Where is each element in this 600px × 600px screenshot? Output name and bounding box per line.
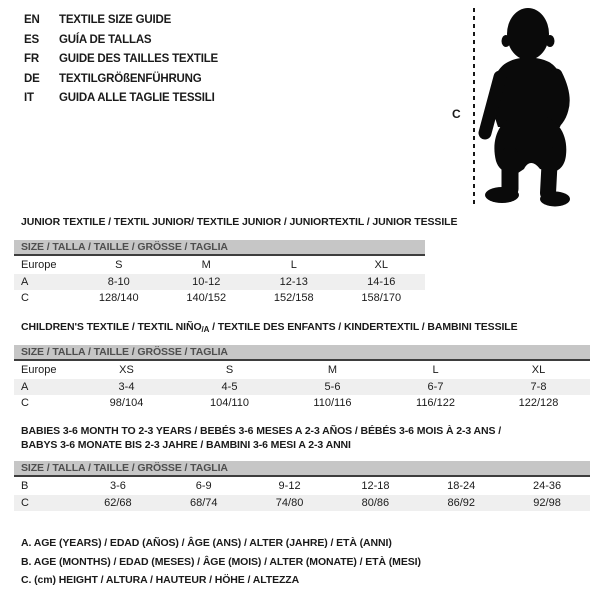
legend-line-c: C. (cm) HEIGHT / ALTURA / HAUTEUR / HÖHE… bbox=[21, 574, 300, 586]
cell: XL bbox=[531, 364, 546, 376]
cell: 92/98 bbox=[504, 495, 590, 511]
language-code: DE bbox=[24, 72, 40, 85]
junior-size-table: SIZE / TALLA / TAILLE / GRÖSSE / TAGLIA … bbox=[14, 240, 425, 306]
children-size-table: SIZE / TALLA / TAILLE / GRÖSSE / TAGLIA … bbox=[14, 345, 590, 411]
baby-silhouette-icon bbox=[478, 8, 570, 207]
size-header-bar: SIZE / TALLA / TAILLE / GRÖSSE / TAGLIA bbox=[14, 345, 590, 361]
junior-table-title: JUNIOR TEXTILE / TEXTIL JUNIOR/ TEXTILE … bbox=[21, 216, 458, 228]
legend-line-a: A. AGE (YEARS) / EDAD (AÑOS) / ÂGE (ANS)… bbox=[21, 537, 392, 549]
language-row-it: IT GUIDA ALLE TAGLIE TESSILI bbox=[24, 89, 218, 109]
cell: 6-9 bbox=[195, 480, 212, 492]
cell: 18-24 bbox=[447, 480, 476, 492]
table-row-height: C 98/104 104/110 110/116 116/122 122/128 bbox=[14, 395, 590, 411]
language-label: GUIDA ALLE TAGLIE TESSILI bbox=[59, 92, 215, 104]
children-title-post: / TEXTILE DES ENFANTS / KINDERTEXTIL / B… bbox=[209, 321, 518, 333]
cell: 4-5 bbox=[178, 379, 281, 395]
language-row-de: DE TEXTILGRÖßENFÜHRUNG bbox=[24, 70, 218, 90]
language-code: FR bbox=[24, 53, 39, 65]
cell: 110/116 bbox=[313, 397, 352, 409]
babies-size-table: SIZE / TALLA / TAILLE / GRÖSSE / TAGLIA … bbox=[14, 461, 590, 511]
cell: 3-6 bbox=[109, 480, 126, 492]
language-row-en: EN TEXTILE SIZE GUIDE bbox=[24, 11, 218, 31]
cell: 12-18 bbox=[361, 480, 390, 492]
cell: 86/92 bbox=[418, 495, 505, 511]
cell: 80/86 bbox=[332, 495, 419, 511]
height-measure-dashed-line bbox=[473, 8, 475, 207]
table-row-age: A 3-4 4-5 5-6 6-7 7-8 bbox=[14, 379, 590, 395]
table-row-age: A 8-10 10-12 12-13 14-16 bbox=[14, 274, 425, 290]
cell: M bbox=[327, 364, 338, 376]
cell: 68/74 bbox=[160, 495, 247, 511]
cell: M bbox=[201, 259, 211, 271]
babies-title-line1: BABIES 3-6 MONTH TO 2-3 YEARS / BEBÉS 3-… bbox=[21, 425, 502, 437]
cell: 3-4 bbox=[75, 379, 178, 395]
cell: 140/152 bbox=[186, 292, 227, 304]
language-list: EN TEXTILE SIZE GUIDE ES GUÍA DE TALLAS … bbox=[24, 11, 218, 109]
language-label: TEXTILGRÖßENFÜHRUNG bbox=[59, 72, 202, 85]
children-title-pre: CHILDREN'S TEXTILE / TEXTIL NIÑO bbox=[21, 321, 202, 333]
cell: S bbox=[225, 364, 234, 376]
cell: 24-36 bbox=[533, 480, 562, 492]
legend-line-b: B. AGE (MONTHS) / EDAD (MESES) / ÂGE (MO… bbox=[21, 555, 421, 568]
cell: 6-7 bbox=[384, 379, 487, 395]
cell: 98/104 bbox=[109, 397, 144, 409]
cell: 10-12 bbox=[162, 274, 250, 290]
table-row-height: C 128/140 140/152 152/158 158/170 bbox=[14, 290, 425, 306]
cell: XL bbox=[374, 259, 388, 271]
language-label: GUÍA DE TALLAS bbox=[59, 33, 152, 46]
cell: S bbox=[115, 259, 123, 271]
cell: 74/80 bbox=[246, 495, 333, 511]
cell: 9-12 bbox=[278, 480, 301, 492]
babies-table-title: BABIES 3-6 MONTH TO 2-3 YEARS / BEBÉS 3-… bbox=[21, 425, 501, 452]
language-code: ES bbox=[24, 33, 39, 46]
row-label: Europe bbox=[21, 259, 57, 271]
cell: 128/140 bbox=[98, 292, 139, 304]
language-label: TEXTILE SIZE GUIDE bbox=[59, 14, 172, 26]
cell: 12-13 bbox=[250, 274, 338, 290]
cell: 116/122 bbox=[416, 397, 455, 409]
cell: 152/158 bbox=[273, 292, 314, 304]
row-label: C bbox=[21, 397, 29, 409]
cell: 8-10 bbox=[75, 274, 163, 290]
cell: 7-8 bbox=[487, 379, 590, 395]
cell: 158/170 bbox=[361, 292, 402, 304]
row-label: A bbox=[14, 274, 75, 290]
size-header-bar: SIZE / TALLA / TAILLE / GRÖSSE / TAGLIA bbox=[14, 461, 590, 477]
row-label: C bbox=[21, 292, 29, 304]
cell: L bbox=[290, 259, 297, 271]
cell: 104/110 bbox=[210, 397, 249, 409]
children-title-sub: /A bbox=[201, 325, 210, 334]
table-row-height: C 62/68 68/74 74/80 80/86 86/92 92/98 bbox=[14, 495, 590, 511]
size-header-bar: SIZE / TALLA / TAILLE / GRÖSSE / TAGLIA bbox=[14, 240, 425, 256]
cell: 14-16 bbox=[337, 274, 425, 290]
row-label: C bbox=[14, 495, 75, 511]
legend: A. AGE (YEARS) / EDAD (AÑOS) / ÂGE (ANS)… bbox=[21, 534, 421, 590]
language-code: EN bbox=[24, 14, 40, 26]
language-row-fr: FR GUIDE DES TAILLES TEXTILE bbox=[24, 50, 218, 70]
language-label: GUIDE DES TAILLES TEXTILE bbox=[59, 53, 218, 65]
row-label: B bbox=[21, 480, 29, 492]
table-row-europe: Europe S M L XL bbox=[14, 255, 425, 274]
table-row-europe: Europe XS S M L XL bbox=[14, 360, 590, 379]
row-label: A bbox=[14, 379, 75, 395]
size-header-row: SIZE / TALLA / TAILLE / GRÖSSE / TAGLIA bbox=[14, 240, 425, 256]
row-label: Europe bbox=[21, 364, 57, 376]
cell: 122/128 bbox=[518, 397, 559, 409]
cell: XS bbox=[119, 364, 134, 376]
table-row-age-months: B 3-6 6-9 9-12 12-18 18-24 24-36 bbox=[14, 476, 590, 495]
babies-title-line2: BABYS 3-6 MONATE BIS 2-3 JAHRE / BAMBINI… bbox=[21, 438, 351, 451]
language-row-es: ES GUÍA DE TALLAS bbox=[24, 31, 218, 51]
height-measure-label: C bbox=[452, 107, 461, 121]
cell: 5-6 bbox=[281, 379, 384, 395]
language-code: IT bbox=[24, 92, 34, 104]
cell: L bbox=[432, 364, 439, 376]
size-header-row: SIZE / TALLA / TAILLE / GRÖSSE / TAGLIA bbox=[14, 345, 590, 361]
cell: 62/68 bbox=[75, 495, 161, 511]
children-table-title: CHILDREN'S TEXTILE / TEXTIL NIÑO/A / TEX… bbox=[21, 321, 518, 334]
size-header-row: SIZE / TALLA / TAILLE / GRÖSSE / TAGLIA bbox=[14, 461, 590, 477]
